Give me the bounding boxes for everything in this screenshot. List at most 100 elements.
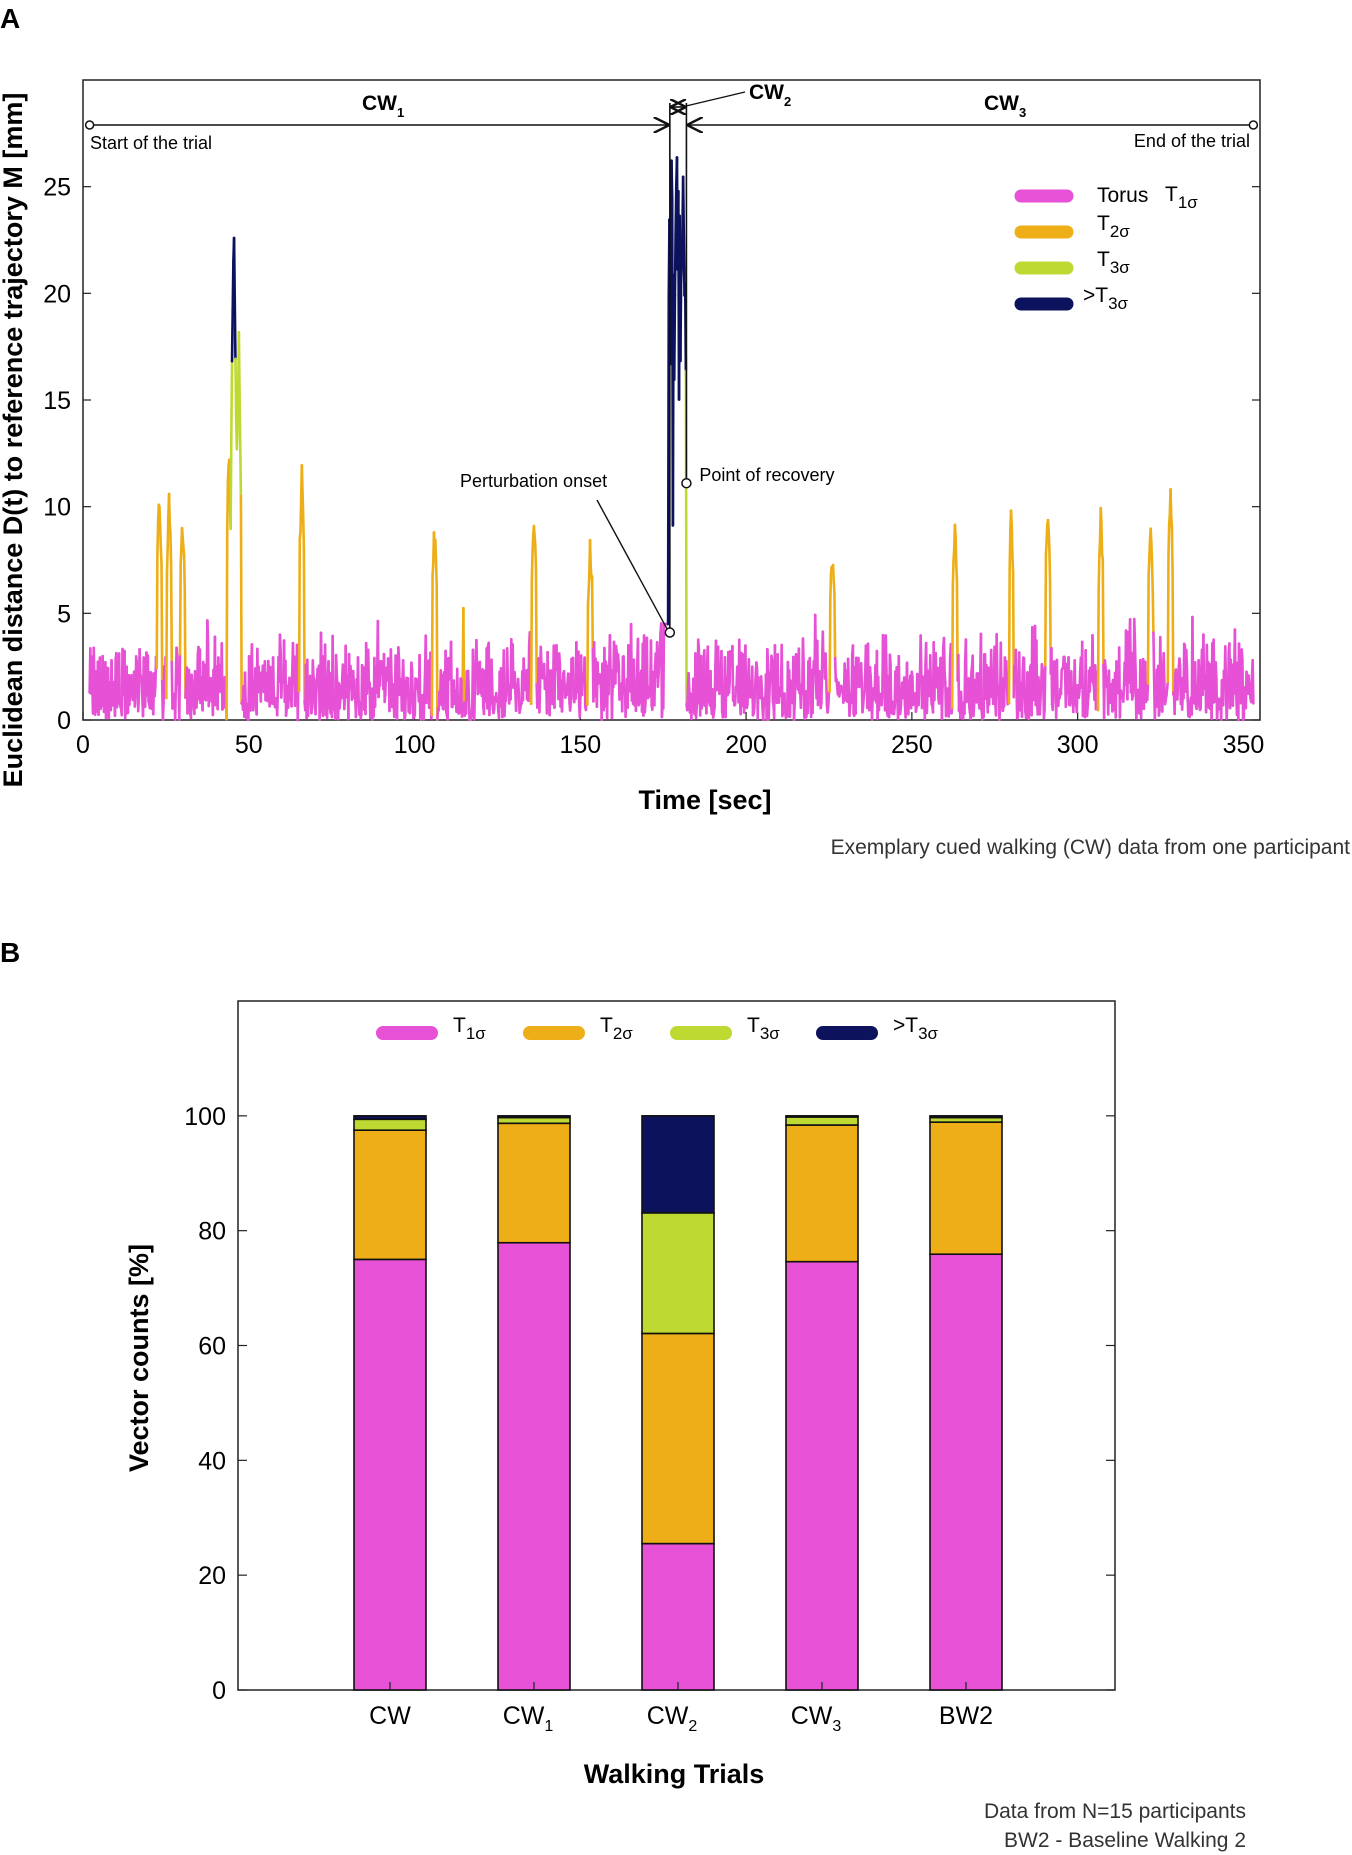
trace-segment <box>634 689 638 713</box>
trace-segment <box>818 669 822 696</box>
trace-segment <box>801 637 805 665</box>
trace-segment <box>191 680 195 701</box>
trace-segment <box>143 683 148 709</box>
trace-segment <box>232 236 237 302</box>
bar-segment <box>785 1115 859 1118</box>
trace-segment <box>612 640 616 654</box>
bar-segment <box>497 1122 571 1244</box>
bar-segment <box>497 1115 571 1119</box>
trace-segment <box>376 619 380 699</box>
trace-segment <box>964 638 968 704</box>
trace-segment <box>861 694 866 707</box>
bar-segment <box>641 1332 715 1545</box>
trace-segment <box>794 652 799 673</box>
trace-segment <box>1022 657 1027 698</box>
trace-segment <box>178 562 182 656</box>
trace-segment <box>206 619 210 645</box>
trace-segment <box>392 695 397 719</box>
trace-segment <box>643 701 647 714</box>
trace-segment <box>388 680 392 713</box>
trace-segment <box>588 538 593 568</box>
trace-segment <box>1086 694 1090 707</box>
trace-segment <box>1059 668 1063 696</box>
trace-segment <box>560 688 564 713</box>
legend-label-a: T2σ <box>1097 212 1130 241</box>
trace-segment <box>1147 557 1151 576</box>
x-axis-title-b: Walking Trials <box>584 1759 765 1789</box>
plot-b-bars <box>353 1115 1003 1691</box>
trace-segment <box>1146 572 1150 685</box>
trace-segment <box>780 643 784 718</box>
trace-segment <box>1197 658 1201 708</box>
trace-segment <box>531 534 535 553</box>
trace-segment <box>1014 648 1018 690</box>
trace-segment <box>165 572 169 700</box>
trace-segment <box>951 559 955 587</box>
trace-segment <box>868 666 873 678</box>
trace-segment <box>995 633 999 681</box>
trace-segment <box>115 680 119 709</box>
trace-segment <box>165 546 169 575</box>
trace-segment <box>1152 631 1156 679</box>
bar-segment <box>497 1116 571 1125</box>
trace-segment <box>904 706 908 719</box>
trace-segment <box>175 656 180 685</box>
trace-segment <box>166 515 170 550</box>
trace-segment <box>1043 552 1048 667</box>
trace-segment <box>821 630 825 668</box>
trace-segment <box>1137 702 1142 715</box>
caption-b-line-2: BW2 - Baseline Walking 2 <box>1004 1829 1246 1852</box>
trace-segment <box>797 647 801 695</box>
trace-segment <box>1176 681 1180 701</box>
trace-segment <box>460 676 465 718</box>
trace-segment <box>360 663 365 675</box>
trace-segment <box>753 688 757 710</box>
trace-segment <box>653 664 657 707</box>
trace-segment <box>899 691 903 709</box>
trace-segment <box>727 681 731 695</box>
category-label: CW2 <box>647 1702 698 1735</box>
y-tick-label-b: 80 <box>198 1218 226 1246</box>
trace-segment <box>466 669 471 701</box>
trace-segment <box>397 646 401 662</box>
trace-segment <box>236 394 240 432</box>
trace-segment <box>645 636 649 700</box>
trace-segment <box>300 464 304 494</box>
trace-segment <box>586 603 590 706</box>
trace-segment <box>562 670 567 689</box>
end-marker <box>1248 120 1259 130</box>
trace-segment <box>946 687 950 705</box>
y-axis-title-b: Vector counts [%] <box>124 1244 154 1472</box>
caption-a: Exemplary cued walking (CW) data from on… <box>831 836 1351 859</box>
trace-segment <box>351 669 356 687</box>
bar-segment <box>353 1129 427 1261</box>
trace-segment <box>462 606 466 704</box>
trace-segment <box>888 653 892 667</box>
trace-segment <box>233 298 237 361</box>
trace-segment <box>696 638 701 652</box>
trace-segment <box>1161 672 1165 713</box>
trace-segment <box>578 694 582 719</box>
cw1-label: CW1 <box>362 92 404 120</box>
trace-segment <box>568 699 573 712</box>
trace-segment <box>229 434 233 531</box>
trace-segment <box>833 656 838 683</box>
trace-segment <box>920 691 925 710</box>
trace-segment <box>657 664 661 678</box>
trace-segment <box>334 653 339 675</box>
plot-a-series <box>88 156 1255 722</box>
legend-label-b: T3σ <box>747 1014 780 1043</box>
x-tick-label-a: 100 <box>394 731 436 759</box>
trace-segment <box>1096 588 1100 712</box>
trace-segment <box>1047 529 1051 551</box>
trace-segment <box>168 521 172 535</box>
trace-segment <box>917 673 921 707</box>
trace-segment <box>1020 670 1024 718</box>
trace-segment <box>567 672 571 705</box>
trace-segment <box>470 704 474 717</box>
trace-segment <box>1233 628 1237 695</box>
trace-segment <box>848 704 852 718</box>
trace-segment <box>1044 539 1048 556</box>
trace-segment <box>391 683 395 696</box>
